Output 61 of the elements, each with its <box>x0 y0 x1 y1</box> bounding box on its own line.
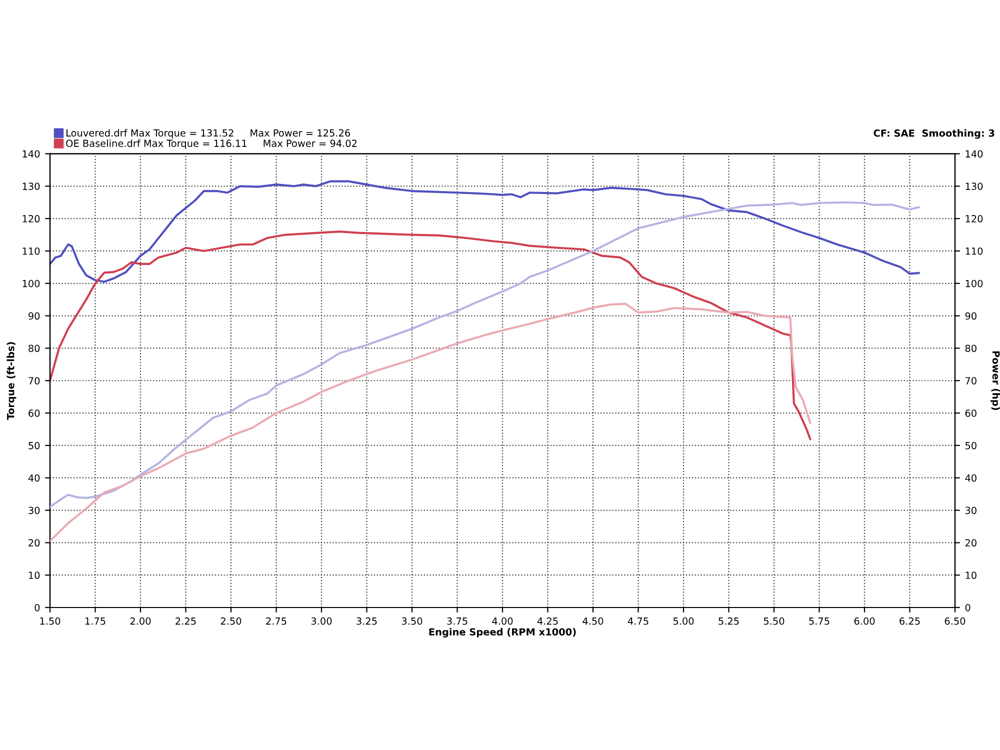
y-tick-label: 110 <box>22 247 40 255</box>
x-tick-label: 5.75 <box>809 618 830 625</box>
legend-label: Louvered.drf Max Torque = 131.52 Max Power = 125.26 <box>66 129 350 139</box>
y-axis-title: Torque (ft-lbs) <box>6 342 16 420</box>
y-tick-label: 130 <box>22 182 40 190</box>
y-tick-label: 30 <box>28 506 40 514</box>
y2-tick-label: 60 <box>965 410 976 417</box>
y-tick-label: 70 <box>28 377 40 384</box>
y2-tick-label: 30 <box>965 506 976 514</box>
y2-axis-title: Power (hp) <box>990 351 1000 410</box>
line-series <box>50 180 920 283</box>
x-tick-label: 3.75 <box>447 617 468 625</box>
y-tick-label: 10 <box>28 572 40 579</box>
y2-tick-label: 140 <box>966 150 983 158</box>
y-tick-label: 120 <box>22 215 40 222</box>
x-tick-label: 6.50 <box>944 617 966 625</box>
y2-tick-label: 110 <box>966 247 983 255</box>
x-tick-label: 4.00 <box>492 617 513 625</box>
x-tick-label: 2.75 <box>266 617 286 625</box>
y2-tick-label: 120 <box>966 215 983 222</box>
y2-tick-label: 0 <box>965 604 970 612</box>
y2-tick-label: 10 <box>966 572 976 579</box>
y2-tick-label: 20 <box>965 539 976 547</box>
y-tick-label: 140 <box>22 150 40 158</box>
y-tick-label: 90 <box>28 312 40 320</box>
y-tick-label: 0 <box>34 604 40 612</box>
y-tick-label: 20 <box>28 539 40 547</box>
line-series <box>50 230 812 440</box>
y2-tick-label: 50 <box>965 442 976 450</box>
line-series <box>50 201 920 508</box>
x-axis-title: Engine Speed (RPM x1000) <box>429 628 576 638</box>
x-tick-label: 3.00 <box>311 617 332 625</box>
y-tick-label: 100 <box>22 280 40 288</box>
x-tick-label: 6.00 <box>854 617 875 625</box>
y2-tick-label: 80 <box>965 344 976 352</box>
x-tick-label: 4.75 <box>628 618 648 625</box>
text: CF: SAE Smoothing: 3 <box>874 129 994 139</box>
x-tick-label: 1.50 <box>40 617 60 625</box>
x-tick-label: 1.75 <box>85 618 106 625</box>
y2-tick-label: 100 <box>966 280 983 288</box>
x-tick-label: 3.25 <box>356 617 377 625</box>
x-tick-label: 4.50 <box>582 617 604 625</box>
x-tick-label: 5.00 <box>673 617 694 625</box>
y2-tick-label: 90 <box>965 312 976 320</box>
y2-tick-label: 70 <box>966 377 976 384</box>
x-tick-label: 5.25 <box>718 617 739 625</box>
x-tick-label: 2.25 <box>176 617 196 625</box>
y-tick-label: 50 <box>28 442 40 450</box>
y-tick-label: 40 <box>28 474 40 482</box>
y-tick-label: 60 <box>28 410 40 417</box>
line-series <box>50 302 812 542</box>
x-tick-label: 3.50 <box>402 617 422 625</box>
x-tick-label: 2.50 <box>220 617 242 625</box>
y2-tick-label: 40 <box>965 474 976 482</box>
y2-tick-label: 130 <box>966 182 983 190</box>
x-tick-label: 5.50 <box>764 617 784 625</box>
x-tick-label: 6.25 <box>900 617 920 625</box>
x-tick-label: 4.25 <box>537 617 558 625</box>
legend-label: OE Baseline.drf Max Torque = 116.11 Max Power = 94.02 <box>66 139 357 149</box>
x-tick-label: 2.00 <box>130 617 151 625</box>
y-tick-label: 80 <box>28 344 40 352</box>
